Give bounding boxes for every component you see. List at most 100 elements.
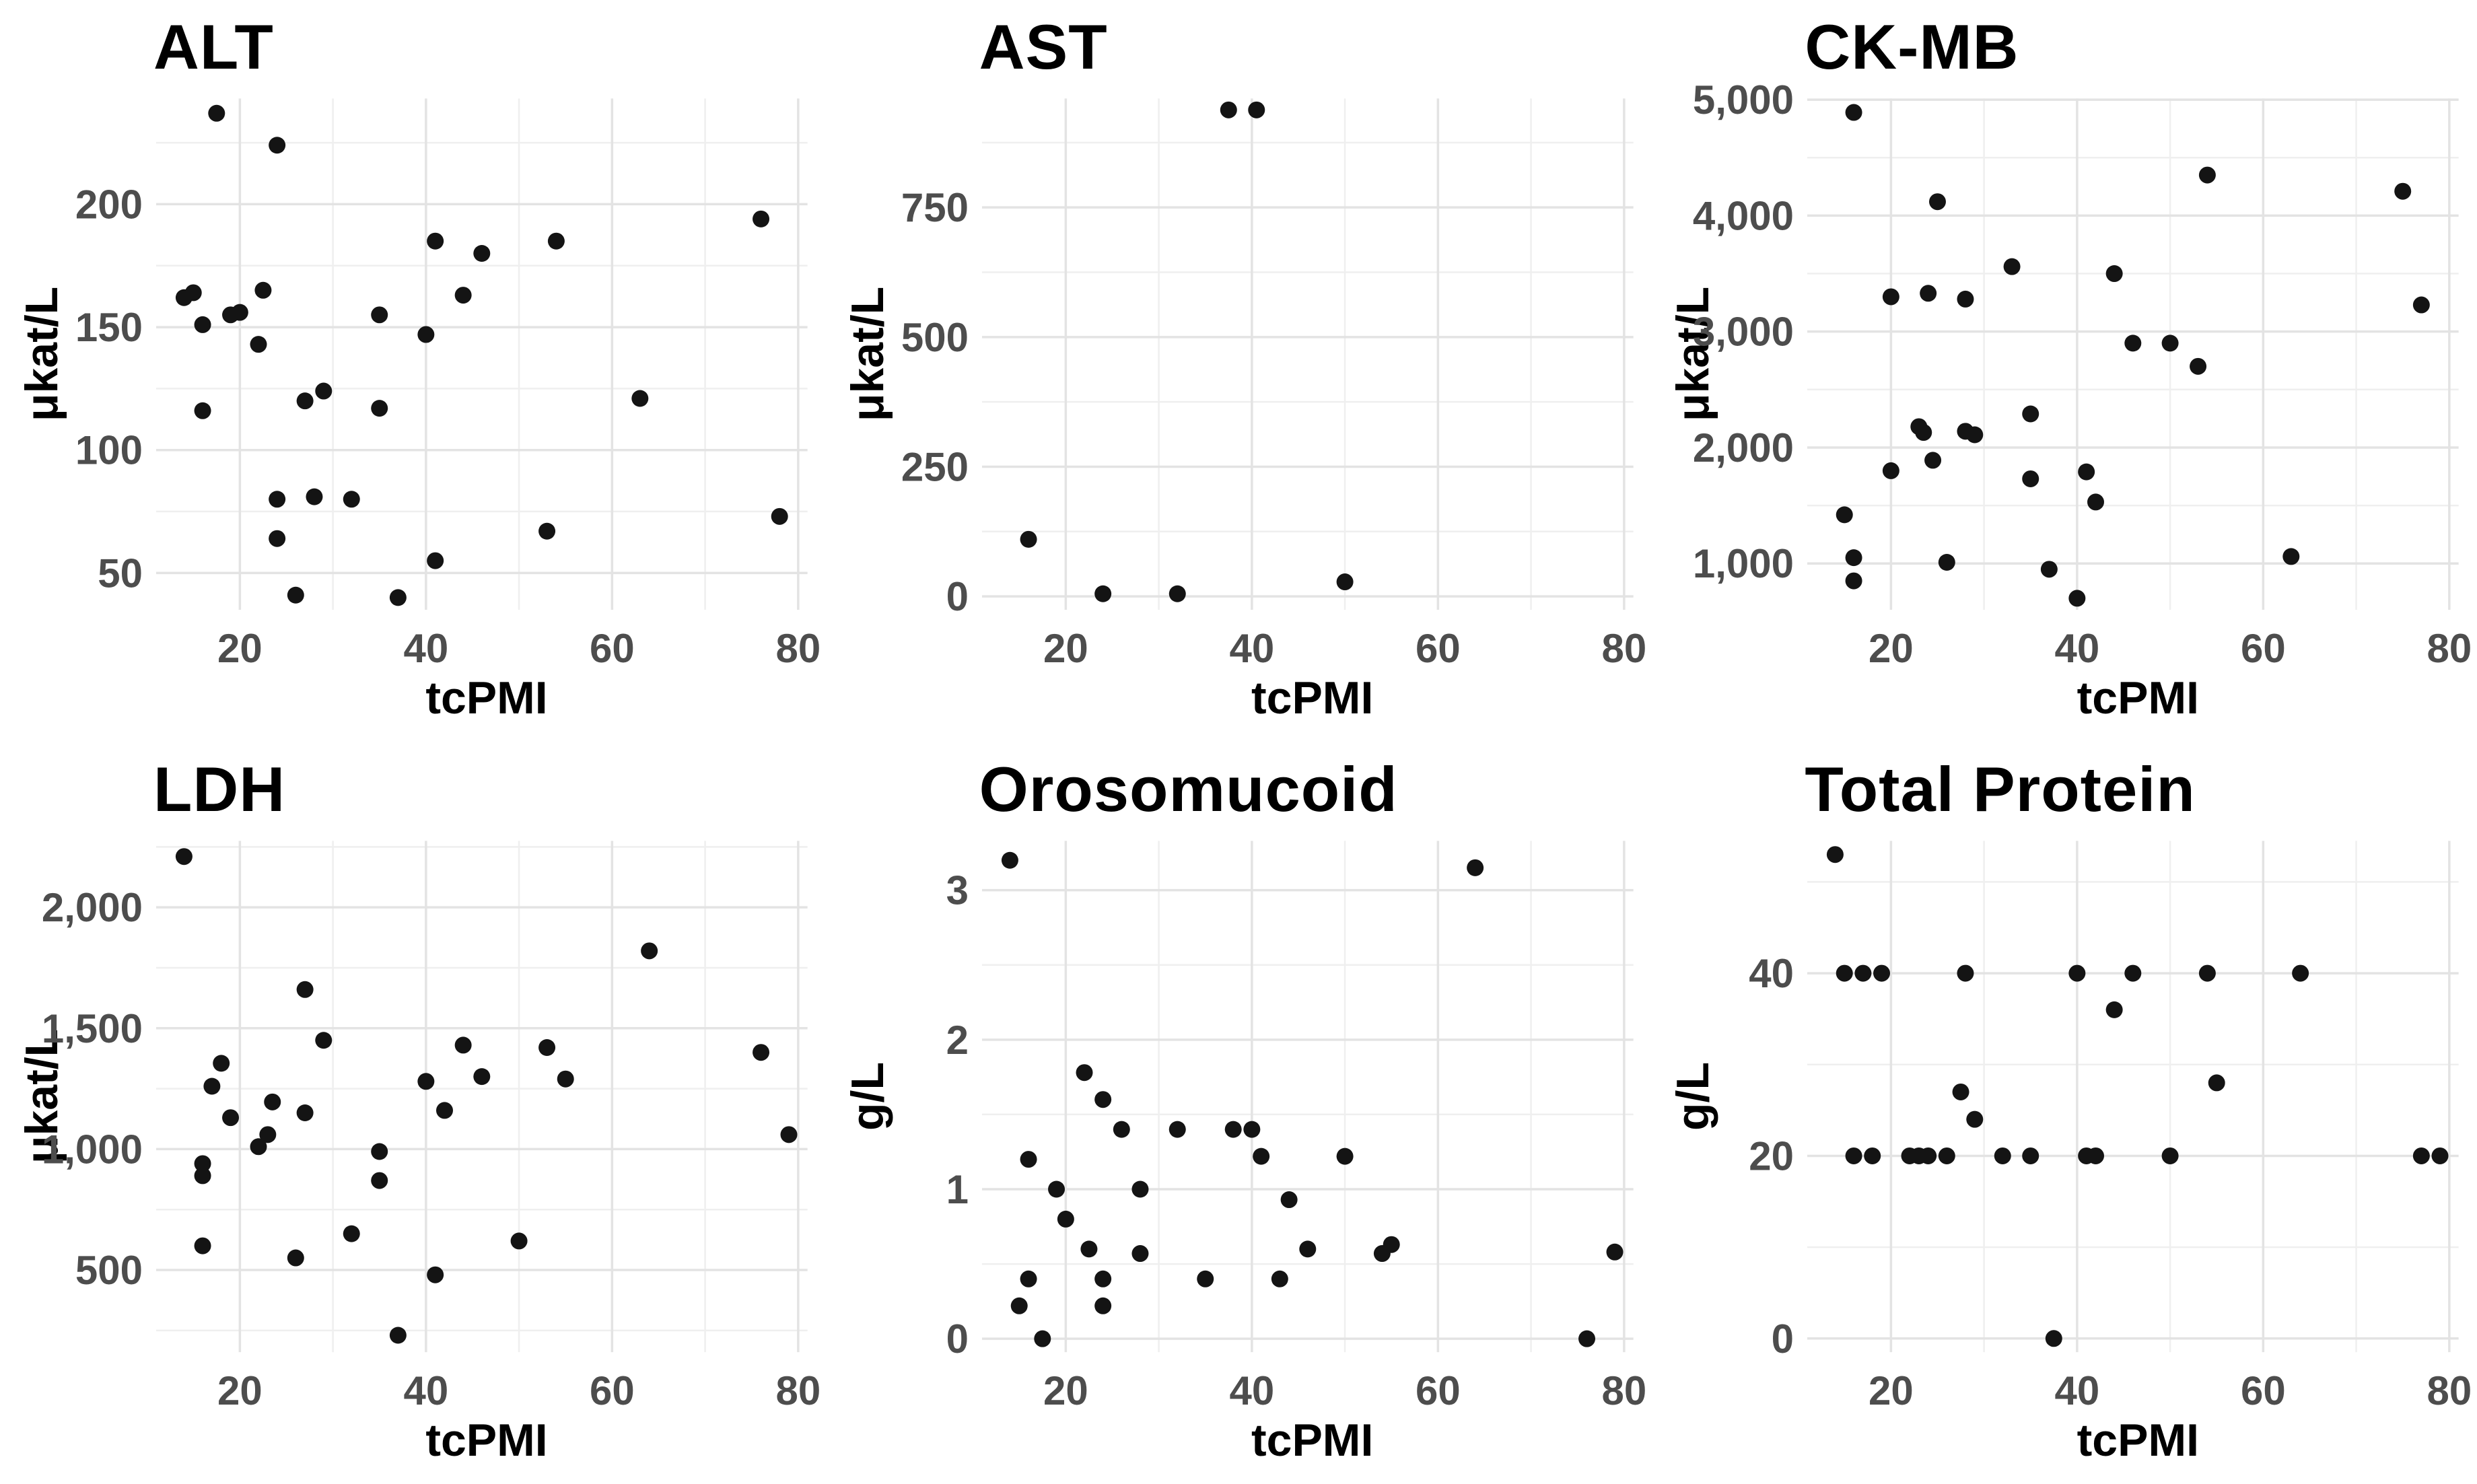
- data-point: [1113, 1121, 1130, 1138]
- data-point: [264, 1093, 281, 1110]
- panel-orosomucoid: Orosomucoid g/L 20 40 60 80 0 1 2 3 tcPMI: [826, 742, 1652, 1484]
- y-tick-label: 1,500: [42, 1005, 143, 1051]
- panel-title-ast: AST: [979, 11, 1108, 82]
- data-point: [1168, 1121, 1186, 1138]
- data-point: [343, 491, 360, 508]
- data-point: [1845, 572, 1862, 590]
- data-point: [1606, 1243, 1624, 1261]
- data-point: [771, 507, 788, 525]
- x-tick-label: 80: [1601, 626, 1646, 671]
- data-point: [315, 1031, 333, 1049]
- data-point: [2431, 1147, 2449, 1164]
- data-point: [1047, 1180, 1065, 1197]
- data-point: [1020, 1150, 1037, 1168]
- data-point: [1336, 573, 1354, 591]
- x-tick-label: 80: [775, 626, 821, 671]
- panel-title-alt: ALT: [153, 11, 274, 82]
- y-tick-label: 3,000: [1693, 310, 1794, 355]
- data-point: [296, 1104, 314, 1121]
- x-axis-title: tcPMI: [2077, 672, 2199, 723]
- data-point: [1252, 1147, 1269, 1165]
- x-tick-label: 20: [1869, 1368, 1914, 1413]
- data-point: [2413, 1147, 2431, 1164]
- data-point: [1578, 1330, 1595, 1347]
- data-point: [2199, 166, 2217, 184]
- panel-ast: AST μkat/L 20 40 60 80 0 250 500 750 tcPMI: [826, 0, 1652, 742]
- y-tick-label: 500: [75, 1248, 143, 1293]
- data-point: [371, 400, 388, 417]
- x-axis-title: tcPMI: [2077, 1414, 2199, 1466]
- data-point: [427, 1266, 444, 1283]
- data-point: [1131, 1180, 1149, 1197]
- x-tick-label: 20: [1043, 1368, 1088, 1413]
- data-point: [1873, 964, 1891, 982]
- data-point: [1827, 845, 1844, 863]
- data-point: [269, 530, 286, 547]
- data-point: [389, 589, 407, 606]
- data-point: [2046, 1329, 2063, 1347]
- y-tick-label: 3: [946, 868, 968, 913]
- data-point: [389, 1327, 407, 1344]
- data-point: [2190, 357, 2207, 375]
- x-tick-label: 20: [1043, 626, 1088, 671]
- data-point: [1010, 1297, 1028, 1314]
- x-tick-label: 60: [2241, 626, 2286, 671]
- data-point: [194, 316, 211, 333]
- data-point: [194, 1166, 211, 1184]
- data-point: [2041, 561, 2058, 578]
- y-tick-label: 0: [946, 1316, 968, 1362]
- data-point: [2124, 334, 2142, 352]
- x-tick-label: 40: [1229, 626, 1274, 671]
- x-tick-label: 60: [1416, 626, 1461, 671]
- data-point: [417, 326, 435, 343]
- data-point: [1271, 1270, 1288, 1287]
- data-point: [208, 104, 225, 122]
- y-tick-label: 200: [75, 182, 143, 227]
- data-point: [1939, 554, 1956, 571]
- y-tick-label: 100: [75, 428, 143, 473]
- data-point: [1168, 585, 1186, 602]
- x-axis-title: tcPMI: [1251, 1414, 1374, 1466]
- data-point: [753, 210, 770, 227]
- x-tick-label: 20: [217, 626, 263, 671]
- data-point: [250, 336, 267, 353]
- x-axis-title: tcPMI: [425, 672, 548, 723]
- data-point: [371, 1172, 388, 1189]
- y-tick-label: 40: [1749, 951, 1794, 996]
- data-point: [1966, 426, 1984, 444]
- data-point: [1929, 193, 1947, 211]
- data-point: [1094, 1090, 1111, 1108]
- y-tick-label: 750: [901, 185, 969, 230]
- data-point: [1883, 462, 1900, 479]
- data-point: [2161, 334, 2179, 352]
- data-point: [1280, 1191, 1298, 1208]
- data-point: [2068, 590, 2086, 607]
- data-point: [631, 390, 649, 407]
- data-point: [1836, 964, 1854, 982]
- panel-alt: ALT μkat/L 20 40 60 80 50 100 150 200 tcPMI: [0, 0, 826, 742]
- data-point: [2394, 182, 2412, 200]
- data-point: [1845, 1147, 1862, 1164]
- data-point: [1836, 506, 1854, 524]
- data-point: [780, 1125, 798, 1143]
- scatter-plot-ckmb: 20 40 60 80 1,000 2,000 3,000 4,000 5,000: [1693, 77, 2472, 671]
- data-point: [194, 1237, 211, 1255]
- data-point: [1131, 1244, 1149, 1262]
- data-point: [1298, 1240, 1316, 1257]
- data-point: [427, 232, 444, 250]
- data-point: [510, 1232, 528, 1249]
- x-tick-label: 40: [1229, 1368, 1274, 1413]
- data-point: [417, 1072, 435, 1090]
- panel-title-ckmb: CK-MB: [1805, 11, 2019, 82]
- data-point: [1020, 1270, 1037, 1287]
- data-point: [2199, 964, 2217, 982]
- data-point: [1001, 851, 1018, 869]
- data-point: [2087, 493, 2105, 511]
- y-tick-label: 2,000: [42, 885, 143, 930]
- panel-title-ldh: LDH: [153, 753, 286, 824]
- data-point: [1076, 1063, 1093, 1081]
- x-tick-label: 20: [1869, 626, 1914, 671]
- data-point: [2105, 265, 2123, 283]
- data-point: [296, 392, 314, 410]
